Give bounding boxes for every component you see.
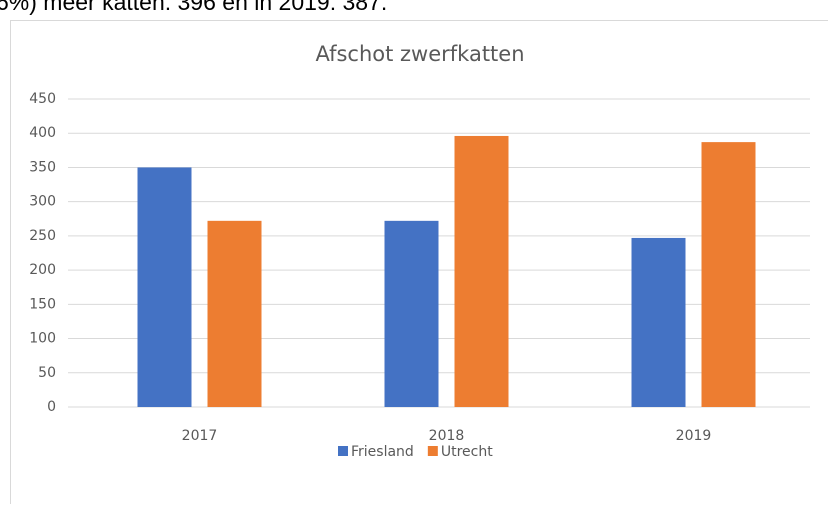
legend-label: Utrecht <box>441 444 493 460</box>
chart-title: Afschot zwerfkatten <box>315 42 524 66</box>
y-tick-label: 0 <box>47 399 56 415</box>
legend-swatch <box>428 446 438 456</box>
y-tick-label: 200 <box>29 262 56 278</box>
caption: 6%) meer katten: 396 en in 2019: 387. <box>0 0 387 15</box>
y-tick-label: 400 <box>29 125 56 141</box>
legend-label: Friesland <box>351 444 414 460</box>
x-tick-label: 2018 <box>429 428 465 444</box>
x-tick-label: 2017 <box>182 428 218 444</box>
bar <box>385 221 439 407</box>
bar <box>632 238 686 407</box>
legend-swatch <box>338 446 348 456</box>
bar <box>455 136 509 407</box>
y-tick-label: 350 <box>29 159 56 175</box>
bar <box>702 142 756 407</box>
y-tick-label: 300 <box>29 194 56 210</box>
bar <box>208 221 262 407</box>
y-tick-label: 250 <box>29 228 56 244</box>
bar <box>138 167 192 407</box>
y-tick-label: 450 <box>29 91 56 107</box>
y-tick-label: 150 <box>29 296 56 312</box>
y-tick-label: 100 <box>29 331 56 347</box>
x-tick-label: 2019 <box>676 428 712 444</box>
y-tick-label: 50 <box>38 365 56 381</box>
